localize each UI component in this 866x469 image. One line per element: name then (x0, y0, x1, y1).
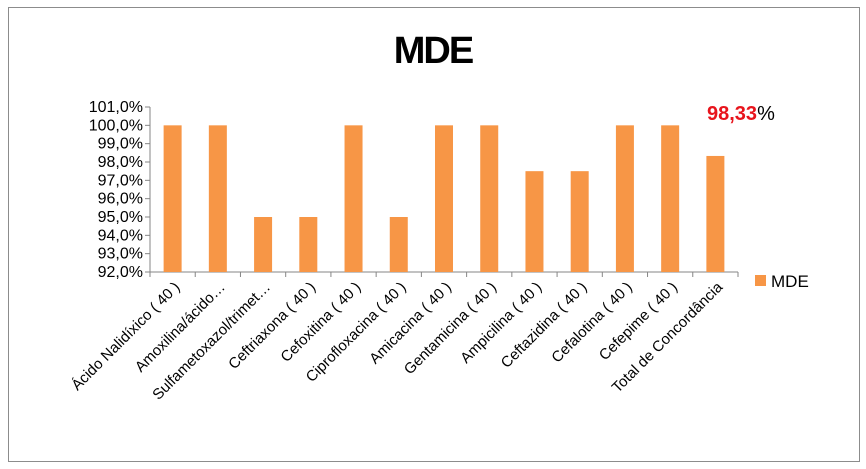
y-tick-label: 95,0% (98, 209, 143, 226)
bar (570, 171, 589, 272)
bar (344, 125, 363, 272)
legend-swatch (755, 275, 766, 286)
x-category-label: Cefepime ( 40 ) (596, 279, 681, 364)
y-tick-label: 97,0% (98, 172, 143, 189)
chart-title: MDE (393, 30, 474, 72)
x-category-label: Cefoxitina ( 40 ) (277, 279, 364, 366)
bar (525, 171, 544, 272)
total-annotation-suffix: % (757, 103, 775, 125)
total-annotation-value: 98,33 (707, 103, 758, 125)
legend-label: MDE (771, 272, 809, 291)
x-category-label: Amicacina ( 40 ) (366, 279, 455, 368)
y-tick-label: 94,0% (98, 227, 143, 244)
y-tick-label: 101,0% (89, 99, 143, 116)
bar (480, 125, 499, 272)
x-category-label: Ampicilina ( 40 ) (457, 279, 545, 367)
x-category-label: Cefalotina ( 40 ) (548, 279, 635, 366)
bar (615, 125, 634, 272)
bar (661, 125, 680, 272)
bar (208, 125, 227, 272)
bar (435, 125, 453, 272)
y-tick-label: 99,0% (98, 136, 143, 153)
y-tick-label: 93,0% (98, 246, 143, 263)
y-tick-label: 92,0% (98, 264, 143, 281)
bar (163, 125, 182, 272)
bar (389, 217, 408, 272)
y-tick-label: 96,0% (98, 191, 143, 208)
bar (299, 217, 318, 272)
bar (706, 155, 725, 272)
total-annotation: 98,33% (707, 103, 775, 126)
y-tick-label: 100,0% (89, 117, 143, 134)
y-tick-label: 98,0% (98, 154, 143, 171)
bar (254, 217, 273, 272)
